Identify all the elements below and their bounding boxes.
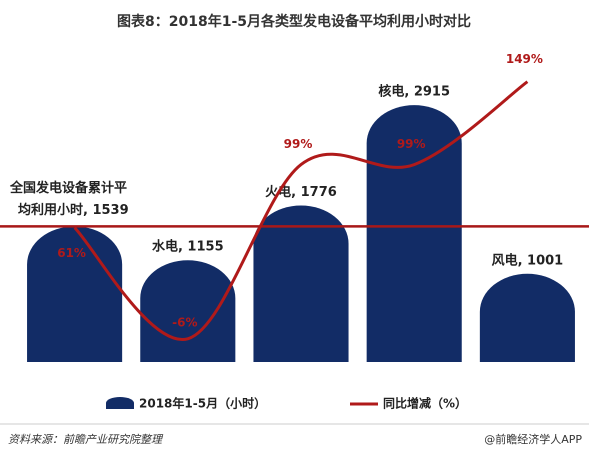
line xyxy=(73,80,529,341)
data-label: 99% xyxy=(284,137,313,151)
data-label: 风电, 1001 xyxy=(492,252,564,268)
data-label: 水电, 1155 xyxy=(152,239,224,255)
data-label: 149% xyxy=(506,52,543,66)
bar xyxy=(366,105,462,362)
reference-label: 均利用小时, 1539 xyxy=(18,202,129,218)
legend-swatch xyxy=(106,397,134,409)
data-label: -6% xyxy=(172,315,197,329)
bar xyxy=(140,260,236,362)
source: 资料来源：前瞻产业研究院整理 xyxy=(8,433,164,446)
bar xyxy=(479,273,575,362)
credit: @前瞻经济学人APP xyxy=(484,432,582,446)
data-label: 99% xyxy=(397,137,426,151)
chart-title: 图表8：2018年1-5月各类型发电设备平均利用小时对比 xyxy=(117,13,471,30)
data-label: 核电, 2915 xyxy=(378,84,450,100)
legend-label: 2018年1-5月（小时） xyxy=(139,396,266,411)
bar xyxy=(253,205,349,362)
data-label: 61% xyxy=(57,246,86,260)
legend-label: 同比增减（%） xyxy=(383,396,467,411)
reference-label: 全国发电设备累计平 xyxy=(9,180,127,196)
